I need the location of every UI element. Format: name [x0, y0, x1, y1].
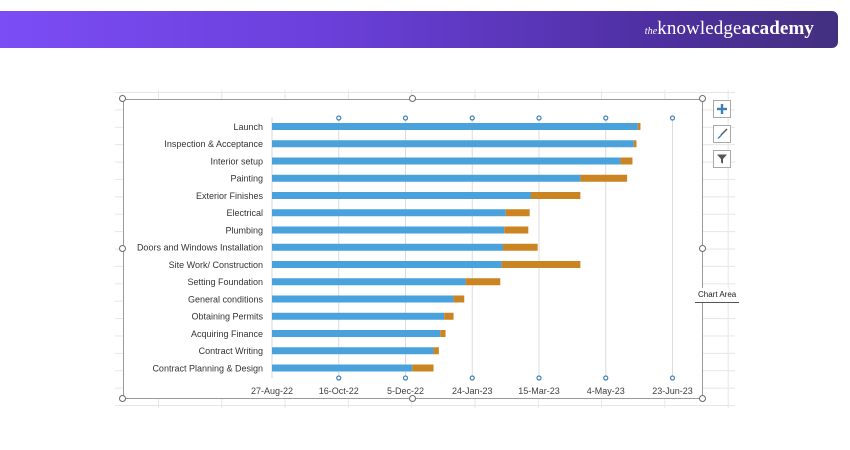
category-label: Obtaining Permits — [191, 312, 263, 322]
x-tick-label: 5-Dec-22 — [387, 386, 424, 396]
x-tick-label: 16-Oct-22 — [319, 386, 359, 396]
gridline-handle-top[interactable] — [402, 115, 409, 121]
gridline-handle-bottom[interactable] — [603, 375, 609, 381]
chart-area-tooltip: Chart Area — [695, 288, 740, 303]
brand-the: the — [644, 26, 658, 37]
x-tick-labels: 27-Aug-22 16-Oct-22 5-Dec-22 24-Jan-23 15-Ma… — [251, 386, 693, 396]
resize-handle-middle-right[interactable] — [699, 245, 706, 252]
resize-handle-bottom-center[interactable] — [409, 395, 416, 402]
category-label: Electrical — [226, 208, 263, 218]
chart-filters-button[interactable] — [713, 150, 731, 168]
x-tick-label: 27-Aug-22 — [251, 386, 293, 396]
x-tick-label: 24-Jan-23 — [452, 386, 493, 396]
bar-duration-7[interactable] — [502, 243, 538, 251]
filter-icon — [717, 154, 727, 164]
chart-elements-button[interactable] — [713, 100, 731, 118]
category-label: Setting Foundation — [187, 277, 263, 287]
gridline-handle-top[interactable] — [469, 115, 475, 121]
bar-start-2[interactable] — [272, 157, 621, 165]
resize-handle-top-left[interactable] — [119, 95, 126, 102]
bar-start-6[interactable] — [272, 226, 505, 234]
resize-handle-top-center[interactable] — [409, 95, 416, 102]
bar-duration-11[interactable] — [444, 312, 454, 320]
x-tick-label: 23-Jun-23 — [652, 386, 693, 396]
bar-duration-10[interactable] — [453, 295, 465, 303]
bar-duration-2[interactable] — [620, 157, 633, 165]
bar-duration-9[interactable] — [465, 278, 501, 286]
bar-duration-0[interactable] — [637, 123, 641, 130]
plus-icon — [717, 104, 727, 114]
bar-start-12[interactable] — [272, 330, 441, 337]
bar-start-4[interactable] — [272, 192, 531, 199]
brand-academy: academy — [741, 18, 814, 39]
resize-handle-bottom-right[interactable] — [699, 395, 706, 402]
brand-banner: theknowledgeacademy — [0, 11, 838, 48]
category-label: Interior setup — [210, 156, 263, 166]
gridline-handle-bottom[interactable] — [669, 375, 676, 381]
category-label: Acquiring Finance — [191, 329, 263, 339]
gridline-handle-bottom[interactable] — [536, 375, 542, 381]
x-tick-label: 4-May-23 — [587, 386, 625, 396]
brand-logo: theknowledgeacademy — [645, 19, 814, 42]
bar-start-7[interactable] — [272, 243, 503, 251]
gridline-handle-top[interactable] — [336, 115, 342, 121]
bar-duration-12[interactable] — [440, 330, 446, 337]
bar-duration-3[interactable] — [580, 174, 628, 182]
category-label: Plumbing — [225, 225, 263, 235]
bar-duration-1[interactable] — [633, 140, 637, 148]
bar-start-9[interactable] — [272, 278, 466, 286]
bars — [272, 123, 641, 372]
category-label: Doors and Windows Installation — [137, 243, 263, 253]
bar-start-14[interactable] — [272, 364, 413, 372]
category-label: General conditions — [188, 294, 264, 304]
bar-start-3[interactable] — [272, 174, 581, 182]
bar-duration-5[interactable] — [505, 209, 530, 217]
bar-start-0[interactable] — [272, 123, 638, 130]
chart-styles-button[interactable] — [713, 125, 731, 143]
gridline-handle-top[interactable] — [536, 115, 542, 121]
gridline-handle-bottom[interactable] — [336, 375, 342, 381]
resize-handle-middle-left[interactable] — [119, 245, 126, 252]
bar-start-10[interactable] — [272, 295, 454, 303]
category-label: Inspection & Acceptance — [164, 139, 263, 149]
resize-handle-top-right[interactable] — [699, 95, 706, 102]
category-label: Contract Writing — [199, 346, 263, 356]
bar-start-11[interactable] — [272, 312, 445, 320]
category-label: Contract Planning & Design — [152, 363, 263, 373]
bar-duration-13[interactable] — [433, 347, 439, 355]
bar-duration-14[interactable] — [412, 364, 434, 372]
bar-duration-8[interactable] — [501, 261, 581, 268]
bar-start-8[interactable] — [272, 261, 502, 268]
gridline-handle-bottom[interactable] — [402, 375, 409, 381]
x-tick-label: 15-Mar-23 — [518, 386, 560, 396]
category-label: Launch — [233, 122, 263, 132]
bar-duration-4[interactable] — [530, 192, 581, 199]
gridline-handle-top[interactable] — [603, 115, 609, 121]
bar-start-5[interactable] — [272, 209, 506, 217]
gridline-handle-bottom[interactable] — [469, 375, 475, 381]
category-label: Exterior Finishes — [196, 191, 264, 201]
category-label: Site Work/ Construction — [169, 260, 263, 270]
bar-start-1[interactable] — [272, 140, 634, 148]
paintbrush-icon — [717, 128, 728, 139]
resize-handle-bottom-left[interactable] — [119, 395, 126, 402]
brand-knowledge: knowledge — [657, 18, 742, 39]
category-labels: Launch Inspection & Acceptance Interior se… — [137, 122, 264, 373]
bar-duration-6[interactable] — [504, 226, 529, 234]
gridline-handle-top[interactable] — [669, 115, 676, 121]
category-label: Painting — [230, 174, 263, 184]
bar-start-13[interactable] — [272, 347, 434, 355]
